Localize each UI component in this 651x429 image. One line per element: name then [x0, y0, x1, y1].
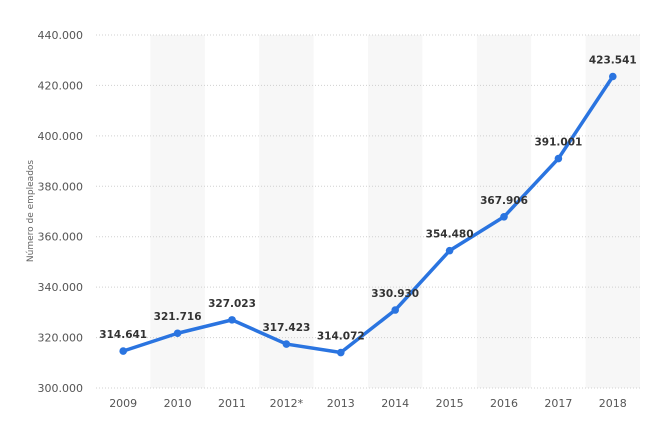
y-tick-label: 340.000 [38, 281, 84, 294]
data-point [554, 154, 563, 163]
y-tick-label: 440.000 [38, 29, 84, 42]
x-tick-label: 2017 [544, 397, 572, 410]
x-tick-label: 2015 [436, 397, 464, 410]
data-label: 327.023 [208, 298, 256, 310]
series-line [122, 75, 615, 355]
x-tick-label: 2013 [327, 397, 355, 410]
data-point [119, 347, 127, 355]
x-tick-label: 2010 [164, 397, 192, 410]
data-label: 317.423 [262, 322, 310, 334]
data-point [337, 348, 345, 357]
data-point [609, 72, 617, 81]
data-label: 354.480 [426, 229, 474, 241]
column-band [368, 35, 423, 388]
x-tick-label: 2018 [599, 397, 627, 410]
y-tick-label: 360.000 [38, 231, 84, 244]
x-tick-label: 2014 [381, 397, 409, 410]
x-tick-label: 2016 [490, 397, 518, 410]
y-tick-label: 420.000 [38, 79, 84, 92]
y-axis-label: Número de empleados [26, 160, 36, 263]
data-point [282, 340, 291, 348]
data-label: 367.906 [480, 195, 528, 207]
x-tick-label: 2009 [109, 397, 137, 410]
data-point [500, 212, 508, 221]
y-tick-label: 300.000 [38, 382, 84, 395]
data-label: 314.641 [99, 329, 147, 341]
x-tick-label: 2011 [218, 397, 246, 410]
data-point [391, 306, 400, 314]
data-point [228, 316, 236, 324]
column-band [585, 35, 640, 388]
data-label: 423.541 [589, 55, 637, 67]
data-point [445, 246, 454, 255]
column-band [259, 35, 314, 388]
column-band [476, 35, 532, 388]
data-point [173, 329, 182, 338]
y-tick-label: 400.000 [38, 130, 84, 143]
data-label: 330.930 [371, 288, 419, 300]
y-tick-label: 380.000 [38, 180, 84, 193]
data-label: 391.001 [534, 137, 582, 149]
y-tick-label: 320.000 [38, 332, 84, 345]
data-label: 314.072 [317, 331, 365, 343]
data-label: 321.716 [154, 311, 202, 323]
x-tick-label: 2012* [270, 397, 304, 410]
